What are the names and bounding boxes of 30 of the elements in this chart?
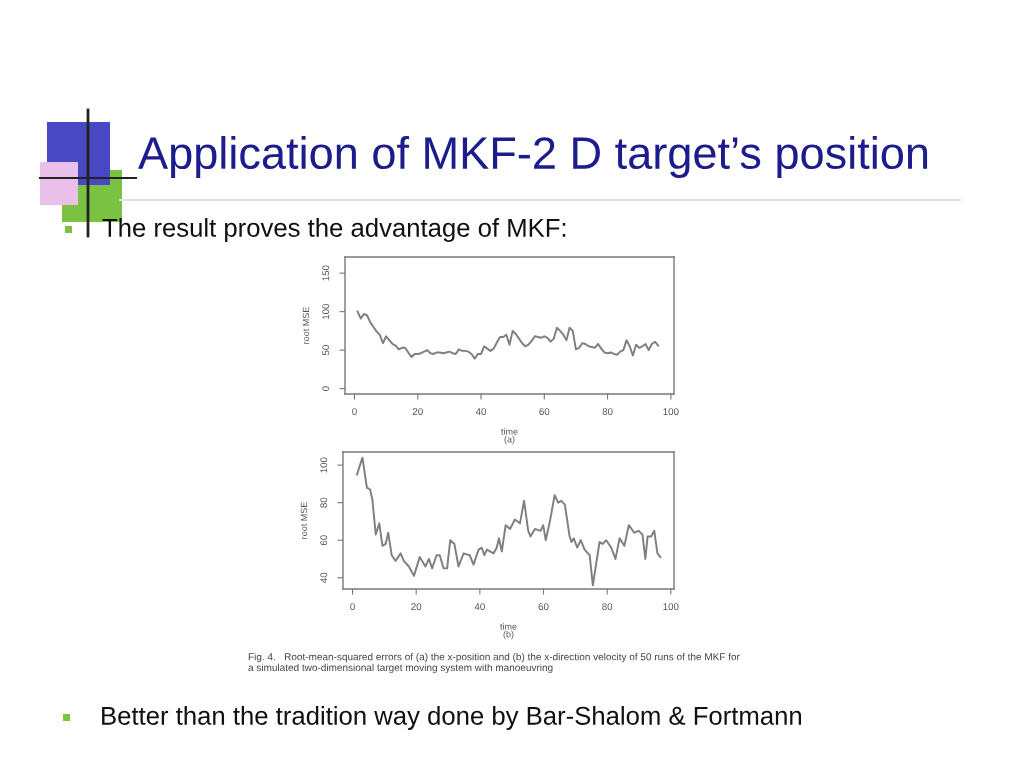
line-series bbox=[356, 310, 660, 360]
y-tick-label: 50 bbox=[322, 345, 330, 356]
x-tick-label: 20 bbox=[412, 408, 423, 416]
x-tick-label: 40 bbox=[475, 408, 487, 416]
y-tick-label: 0 bbox=[322, 386, 330, 391]
y-tick-label: 80 bbox=[320, 497, 328, 508]
y-tick-label: 100 bbox=[320, 457, 328, 473]
x-axis-title: time (a) bbox=[501, 428, 518, 445]
chart-title: Application of MKF-2 D target’s position bbox=[138, 135, 928, 179]
x-tick-label: 100 bbox=[663, 408, 679, 416]
x-tick-label: 60 bbox=[539, 408, 550, 416]
y-axis-title: root MSE bbox=[300, 502, 308, 539]
x-tick-label: 100 bbox=[663, 603, 679, 611]
x-tick-label: 80 bbox=[602, 408, 613, 416]
y-tick-label: 150 bbox=[322, 265, 330, 281]
y-tick-label: 100 bbox=[322, 303, 330, 320]
x-axis-title: time (b) bbox=[500, 623, 517, 640]
x-tick-label: 40 bbox=[474, 603, 485, 611]
text: Better than the tradition way done by Bar-Shalom & Fortmann bbox=[102, 706, 802, 730]
y-tick-label: 40 bbox=[320, 572, 328, 583]
caption: Fig. 4. Root-mean-squared errors of (a) the x-position and (b) the x-direction velocity of 50 runs of the MKF for a simulated two-dimensional target moving system with manoeuvring bbox=[248, 652, 740, 674]
x-tick-label: 0 bbox=[352, 408, 357, 416]
x-tick-label: 20 bbox=[411, 603, 422, 611]
x-tick-label: 60 bbox=[538, 603, 549, 611]
line-series bbox=[356, 456, 662, 587]
chart-subtitle: The result proves the advantage of MKF: bbox=[102, 218, 566, 242]
y-tick-label: 60 bbox=[320, 535, 328, 546]
y-axis-title: root MSE bbox=[302, 307, 310, 344]
x-tick-label: 80 bbox=[602, 603, 613, 611]
x-tick-label: 0 bbox=[350, 603, 355, 611]
